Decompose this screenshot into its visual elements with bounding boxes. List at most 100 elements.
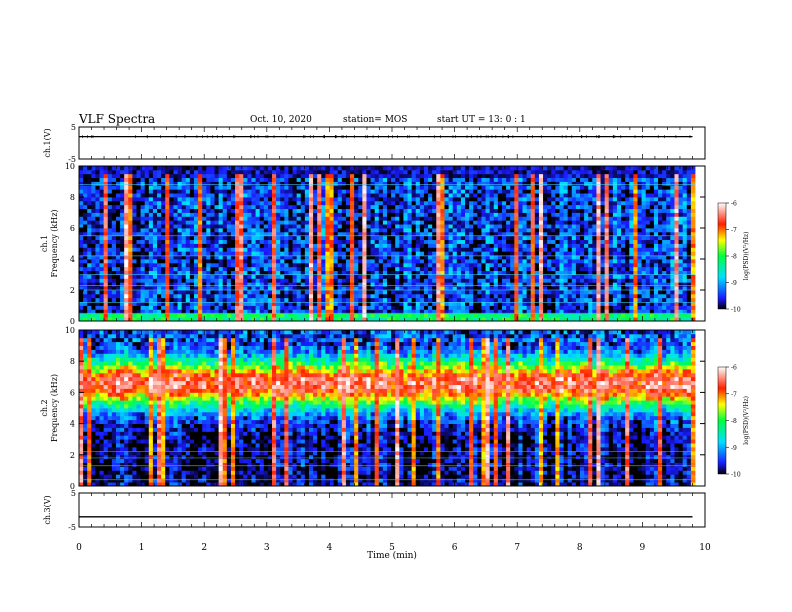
spectrogram-cell bbox=[571, 243, 577, 248]
spectrogram-cell bbox=[387, 247, 392, 252]
spectrogram-cell bbox=[588, 255, 593, 260]
spectrogram-cell bbox=[333, 212, 339, 217]
spectrogram-cell bbox=[333, 255, 339, 260]
spectrogram-cell bbox=[321, 297, 326, 303]
spectrogram-cell bbox=[403, 301, 408, 306]
spectrogram-cell bbox=[452, 231, 458, 237]
spectrogram-cell bbox=[526, 309, 532, 314]
spectrogram-cell bbox=[152, 212, 158, 217]
spectrogram-cell bbox=[243, 259, 248, 264]
spectrogram-cell bbox=[337, 212, 343, 217]
spectrogram-cell bbox=[87, 224, 92, 229]
spectrogram-cell bbox=[530, 193, 536, 198]
spectrogram-cell bbox=[563, 251, 569, 256]
spectrogram-cell bbox=[99, 204, 105, 210]
spectrogram-cell bbox=[230, 208, 236, 213]
spectrogram-cell bbox=[83, 309, 88, 314]
spectrogram-cell bbox=[366, 313, 371, 318]
spectrogram-cell bbox=[477, 173, 482, 179]
spectrogram-cell bbox=[341, 212, 347, 217]
spectrogram-cell bbox=[251, 231, 256, 237]
spectrogram-cell bbox=[551, 193, 556, 198]
spectrogram-cell bbox=[567, 290, 573, 295]
spectrogram-cell bbox=[239, 200, 244, 206]
spectrogram-cell bbox=[547, 243, 552, 248]
spectrogram-cell bbox=[280, 181, 285, 186]
spectrogram-cell bbox=[251, 224, 256, 229]
spectrogram-cell bbox=[460, 270, 466, 275]
spectrogram-cell bbox=[226, 189, 232, 194]
spectrogram-cell bbox=[329, 166, 335, 171]
spectrogram-cell bbox=[251, 235, 256, 241]
spectrogram-cell bbox=[522, 224, 528, 229]
spectrogram-cell bbox=[87, 200, 92, 206]
spectrogram-cell bbox=[497, 251, 503, 256]
spectrogram-cell bbox=[428, 224, 433, 229]
spectrogram-cell bbox=[218, 262, 224, 268]
spectrogram-cell bbox=[173, 204, 178, 210]
spectrogram-cell bbox=[276, 286, 281, 291]
spectrogram-cell bbox=[214, 278, 220, 283]
spectrogram-cell bbox=[185, 166, 191, 171]
spectrogram-cell bbox=[534, 247, 540, 252]
spectrogram-cell bbox=[239, 173, 244, 179]
spectrogram-cell bbox=[563, 274, 569, 279]
spectrogram-cell bbox=[95, 251, 100, 256]
spectrogram-cell bbox=[292, 251, 298, 256]
spectrogram-cell bbox=[210, 243, 215, 248]
spectrogram-cell bbox=[345, 293, 351, 299]
spectrogram-cell bbox=[423, 216, 429, 221]
spectrogram-cell bbox=[580, 169, 585, 175]
spectrogram-cell bbox=[485, 251, 491, 256]
spectrogram-cell bbox=[230, 224, 236, 229]
spectrogram-cell bbox=[387, 216, 392, 221]
spectrogram-cell bbox=[391, 301, 396, 306]
spectrogram-cell bbox=[543, 255, 548, 260]
spectrogram-cell bbox=[567, 255, 573, 260]
spectrogram-cell bbox=[296, 185, 302, 190]
spectrogram-cell bbox=[202, 181, 207, 186]
spectrogram-cell bbox=[95, 166, 100, 171]
spectrogram-cell bbox=[534, 282, 540, 287]
spectrogram-cell bbox=[235, 208, 240, 213]
spectrogram-cell bbox=[161, 255, 166, 260]
spectrogram-cell bbox=[534, 309, 540, 314]
spectrogram-cell bbox=[239, 301, 244, 306]
spectrogram-cell bbox=[555, 259, 560, 264]
spectrogram-cell bbox=[571, 200, 577, 206]
spectrogram-cell bbox=[157, 266, 162, 272]
spectrogram-cell bbox=[321, 286, 326, 291]
spectrogram-cell bbox=[382, 317, 388, 322]
spectrogram-cell bbox=[387, 200, 392, 206]
spectrogram-cell bbox=[460, 169, 466, 175]
spectrogram-cell bbox=[103, 197, 109, 202]
spectrogram-cell bbox=[497, 231, 503, 237]
spectrogram-cell bbox=[317, 224, 322, 229]
spectrogram-cell bbox=[551, 239, 556, 244]
spectrogram-cell bbox=[103, 239, 109, 244]
spectrogram-cell bbox=[489, 197, 495, 202]
spectrogram-cell bbox=[555, 189, 560, 194]
spectrogram-cell bbox=[120, 228, 125, 233]
spectrogram-cell bbox=[185, 235, 191, 241]
spectrogram-cell bbox=[358, 200, 363, 206]
spectrogram-cell bbox=[382, 185, 388, 190]
spectrogram-cell bbox=[469, 185, 474, 190]
spectrogram-cell bbox=[308, 282, 314, 287]
spectrogram-cell bbox=[543, 274, 548, 279]
spectrogram-cell bbox=[518, 270, 523, 275]
spectrogram-cell bbox=[152, 204, 158, 210]
spectrogram-cell bbox=[465, 305, 470, 310]
spectrogram-cell bbox=[538, 262, 544, 268]
spectrogram-cell bbox=[177, 200, 183, 206]
spectrogram-cell bbox=[477, 313, 482, 318]
spectrogram-cell bbox=[313, 255, 318, 260]
spectrogram-cell bbox=[107, 212, 113, 217]
spectrogram-cell bbox=[399, 243, 404, 248]
spectrogram-cell bbox=[300, 212, 306, 217]
spectrogram-cell bbox=[169, 235, 174, 241]
spectrogram-cell bbox=[543, 266, 548, 272]
spectrogram-cell bbox=[79, 317, 84, 322]
spectrogram-cell bbox=[120, 262, 125, 268]
spectrogram-cell bbox=[395, 220, 400, 225]
